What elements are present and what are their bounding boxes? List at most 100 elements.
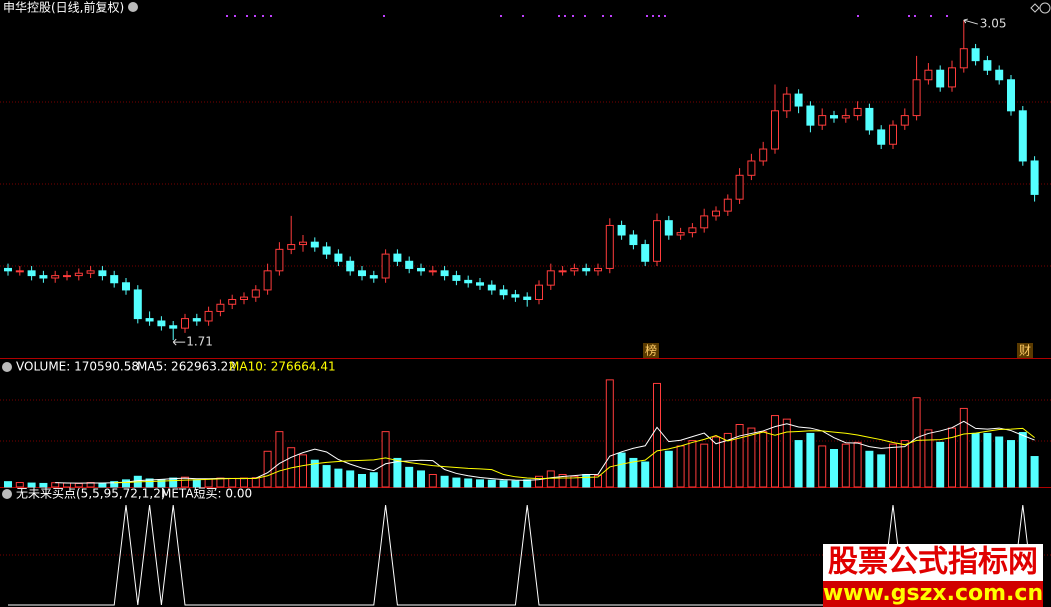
candle-body bbox=[782, 93, 791, 112]
annotation-arrow bbox=[172, 338, 186, 346]
volume-bar bbox=[523, 479, 532, 488]
volume-bar bbox=[369, 472, 378, 488]
volume-bar bbox=[818, 445, 827, 488]
candle-body bbox=[629, 234, 638, 246]
candle-body bbox=[145, 318, 154, 322]
legend-entry: MA10: 276664.41 bbox=[229, 360, 336, 374]
volume-bar bbox=[358, 474, 366, 488]
volume-bar bbox=[924, 429, 933, 488]
volume-bar bbox=[417, 470, 425, 488]
volume-bar bbox=[98, 482, 107, 488]
volume-bar bbox=[428, 474, 437, 488]
candle-body bbox=[1018, 110, 1027, 162]
watermark-box bbox=[823, 544, 1043, 581]
candle-body bbox=[759, 148, 768, 162]
volume-bar bbox=[228, 477, 237, 488]
volume-bar bbox=[700, 443, 709, 488]
volume-bar bbox=[487, 479, 496, 488]
volume-bar bbox=[747, 427, 756, 488]
legend-entry: MA5: 262963.22 bbox=[137, 360, 236, 374]
candle-body bbox=[747, 160, 756, 176]
candle-body bbox=[924, 69, 933, 81]
volume-bar bbox=[476, 479, 484, 488]
watermark-title: 股票公式指标网 bbox=[828, 545, 1038, 580]
candle-body bbox=[86, 270, 95, 274]
volume-bar bbox=[653, 382, 661, 488]
candle-body bbox=[877, 129, 886, 145]
volume-icon[interactable] bbox=[2, 362, 12, 372]
volume-bar bbox=[759, 431, 768, 488]
watermark-url: www.gszx.com.cn bbox=[823, 581, 1043, 606]
volume-bar bbox=[912, 397, 921, 488]
candle-body bbox=[51, 275, 60, 279]
candle-body bbox=[959, 48, 968, 69]
legend-entry: META短买: 0.00 bbox=[161, 487, 252, 501]
marker-label: 财 bbox=[1019, 344, 1031, 358]
volume-bar bbox=[440, 475, 449, 488]
volume-bar bbox=[570, 475, 579, 488]
candle-body bbox=[228, 298, 237, 305]
volume-bar bbox=[535, 475, 543, 488]
candle-body bbox=[971, 48, 980, 62]
candle-body bbox=[381, 253, 390, 279]
marker-badge bbox=[1017, 343, 1033, 358]
volume-bar bbox=[830, 449, 838, 488]
candle-body bbox=[63, 275, 71, 278]
settings-icon[interactable] bbox=[1039, 2, 1051, 14]
candle-body bbox=[275, 248, 284, 272]
volume-bar bbox=[664, 450, 673, 488]
volume-bar bbox=[15, 482, 24, 488]
marker-label: 榜 bbox=[645, 343, 657, 358]
candle-body bbox=[499, 289, 508, 296]
candle-body bbox=[15, 270, 24, 273]
volume-bar bbox=[546, 470, 555, 488]
candle-body bbox=[157, 320, 166, 327]
volume-bar bbox=[841, 443, 850, 488]
candle-body bbox=[216, 303, 225, 312]
candle-body bbox=[983, 60, 992, 71]
volume-bar bbox=[192, 479, 201, 488]
candle-body bbox=[794, 93, 803, 107]
volume-bar bbox=[263, 450, 272, 488]
title-icon[interactable] bbox=[128, 2, 138, 12]
toggle-icon[interactable] bbox=[1030, 3, 1040, 13]
volume-bar bbox=[169, 477, 178, 488]
candle-body bbox=[558, 270, 567, 273]
candle-body bbox=[900, 115, 909, 126]
candle-body bbox=[546, 270, 555, 286]
volume-bar bbox=[900, 440, 909, 488]
candle-body bbox=[570, 267, 579, 272]
volume-bar bbox=[688, 440, 697, 488]
candle-body bbox=[865, 107, 874, 131]
volume-bar bbox=[865, 450, 874, 488]
candle-body bbox=[240, 296, 248, 300]
signal-icon[interactable] bbox=[2, 489, 12, 499]
candle-body bbox=[464, 279, 473, 284]
volume-bar bbox=[275, 431, 284, 488]
candle-body bbox=[122, 282, 130, 291]
candle-body bbox=[346, 260, 355, 272]
candle-body bbox=[641, 244, 650, 262]
candle-body bbox=[287, 244, 296, 250]
volume-bar bbox=[240, 477, 248, 488]
volume-bar bbox=[334, 468, 343, 488]
candle-body bbox=[889, 124, 897, 145]
candle-body bbox=[912, 79, 921, 117]
header-icons bbox=[2, 2, 1051, 499]
candle-body bbox=[417, 267, 425, 272]
candle-body bbox=[358, 270, 366, 277]
candle-body bbox=[428, 270, 437, 273]
volume-bar bbox=[936, 441, 945, 488]
volume-bar bbox=[310, 459, 319, 488]
candle-body bbox=[936, 69, 945, 88]
volume-bar bbox=[641, 461, 650, 488]
candle-body bbox=[133, 289, 142, 320]
volume-bar bbox=[464, 478, 473, 488]
volume-bar bbox=[771, 415, 779, 488]
volume-bar bbox=[995, 436, 1004, 488]
candle-body bbox=[617, 224, 626, 236]
volume-bar bbox=[723, 432, 732, 488]
candle-body bbox=[806, 105, 815, 126]
volume-bar bbox=[782, 418, 791, 488]
